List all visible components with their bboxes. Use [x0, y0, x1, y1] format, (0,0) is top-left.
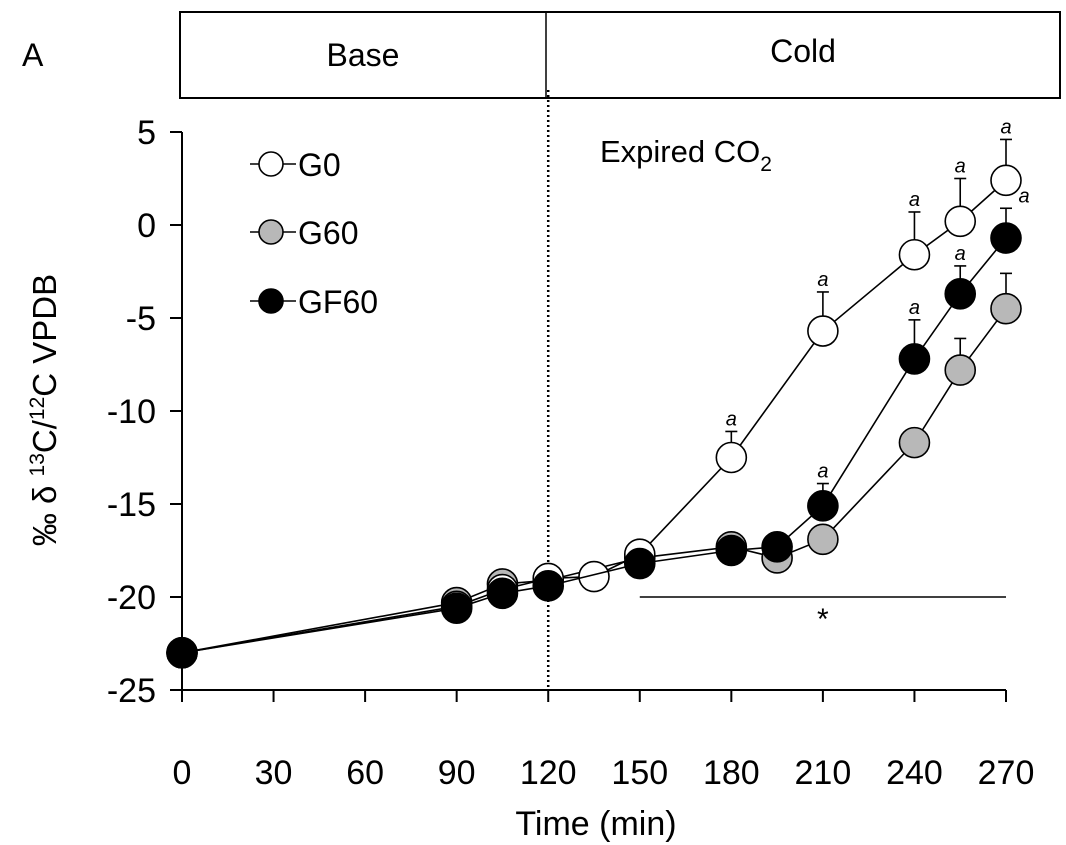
- data-point-gf60: [944, 278, 977, 310]
- legend-marker-gf60: [258, 288, 284, 314]
- data-point-g60: [944, 354, 977, 386]
- data-point-g0: [898, 238, 931, 271]
- y-title-sup-12: 12: [26, 397, 49, 420]
- series-g60: [166, 272, 1022, 669]
- data-point-g0: [944, 205, 977, 238]
- data-point-g0: [807, 315, 839, 347]
- data-point-g0: [578, 560, 610, 593]
- legend-label-g0: G0: [298, 147, 341, 183]
- x-tick-label: 90: [438, 754, 476, 792]
- significance-letter: a: [817, 269, 828, 291]
- data-point-gf60: [715, 534, 748, 567]
- data-point-gf60: [990, 222, 1022, 254]
- significance-letter: a: [726, 408, 737, 430]
- y-title-mid: C/: [26, 419, 63, 453]
- x-axis-title: Time (min): [515, 805, 676, 843]
- significance-letter: a: [955, 156, 966, 178]
- y-tick-label: 0: [137, 207, 156, 245]
- y-tick-label: -20: [107, 579, 156, 617]
- data-point-gf60: [486, 577, 519, 610]
- legend-marker-g60: [258, 219, 284, 245]
- x-tick-label: 210: [795, 754, 852, 792]
- data-point-g60: [898, 426, 931, 459]
- x-tick-label: 30: [255, 754, 293, 792]
- legend-item-g0: G0: [250, 147, 341, 183]
- significance-letter: a: [817, 461, 828, 483]
- annotation-subscript: 2: [760, 153, 772, 176]
- data-point-g60: [807, 523, 839, 556]
- y-title-prefix: ‰ δ: [26, 476, 63, 546]
- series-line-g60: [181, 308, 1007, 654]
- panel-label: A: [22, 37, 44, 73]
- significance-letter: a: [909, 297, 920, 319]
- significance-letter: a: [1018, 185, 1029, 207]
- y-title-sup-13: 13: [26, 453, 49, 476]
- significance-letter: a: [909, 189, 920, 211]
- data-point-gf60: [807, 490, 839, 522]
- data-point-gf60: [440, 592, 473, 624]
- legend-marker-g0: [258, 151, 284, 177]
- y-axis-title: ‰ δ 13C/12C VPDB: [26, 274, 63, 546]
- data-point-gf60: [532, 570, 565, 602]
- y-tick-label: -25: [107, 672, 156, 710]
- axes: 5 0 -5 -10 -15 -20 -25 0 30 60 90 120 150 180 210 240 27…: [107, 114, 1035, 792]
- x-tick-label: 120: [520, 754, 577, 792]
- data-point-g0: [715, 441, 748, 474]
- data-point-gf60: [761, 530, 793, 563]
- series-gf60: a a a a: [166, 185, 1030, 669]
- significance-letter: a: [1000, 116, 1011, 138]
- phase-header: Base Cold: [179, 11, 1061, 99]
- data-point-gf60: [898, 343, 931, 375]
- legend: G0 G60 GF60: [250, 147, 378, 320]
- legend-label-gf60: GF60: [298, 284, 378, 320]
- phase-label-base: Base: [327, 37, 400, 73]
- y-tick-label: -10: [107, 393, 156, 431]
- data-point-gf60: [623, 547, 656, 580]
- x-tick-label: 150: [611, 754, 668, 792]
- y-title-suffix: C VPDB: [26, 274, 63, 397]
- significance-star: *: [817, 603, 829, 636]
- data-point-g0: [990, 164, 1022, 197]
- significance-letter: a: [955, 243, 966, 265]
- x-tick-label: 0: [173, 754, 192, 792]
- overlay: *: [546, 90, 1006, 690]
- phase-label-cold: Cold: [770, 33, 836, 69]
- data-point-g60: [990, 292, 1022, 325]
- y-tick-label: -5: [126, 300, 156, 338]
- legend-item-g60: G60: [250, 215, 358, 251]
- y-tick-label: 5: [137, 114, 156, 152]
- phase-header-box: [179, 11, 1061, 99]
- x-tick-label: 180: [703, 754, 760, 792]
- legend-item-gf60: GF60: [250, 284, 378, 320]
- series: a a a a a a a a a: [166, 116, 1030, 669]
- expired-co2-annotation: Expired CO2: [600, 134, 772, 176]
- data-point-gf60: [166, 636, 198, 669]
- x-tick-label: 240: [886, 754, 943, 792]
- x-tick-label: 270: [978, 754, 1035, 792]
- annotation-main: Expired CO: [600, 134, 760, 169]
- y-tick-label: -15: [107, 486, 156, 524]
- x-tick-label: 60: [346, 754, 384, 792]
- legend-label-g60: G60: [298, 215, 358, 251]
